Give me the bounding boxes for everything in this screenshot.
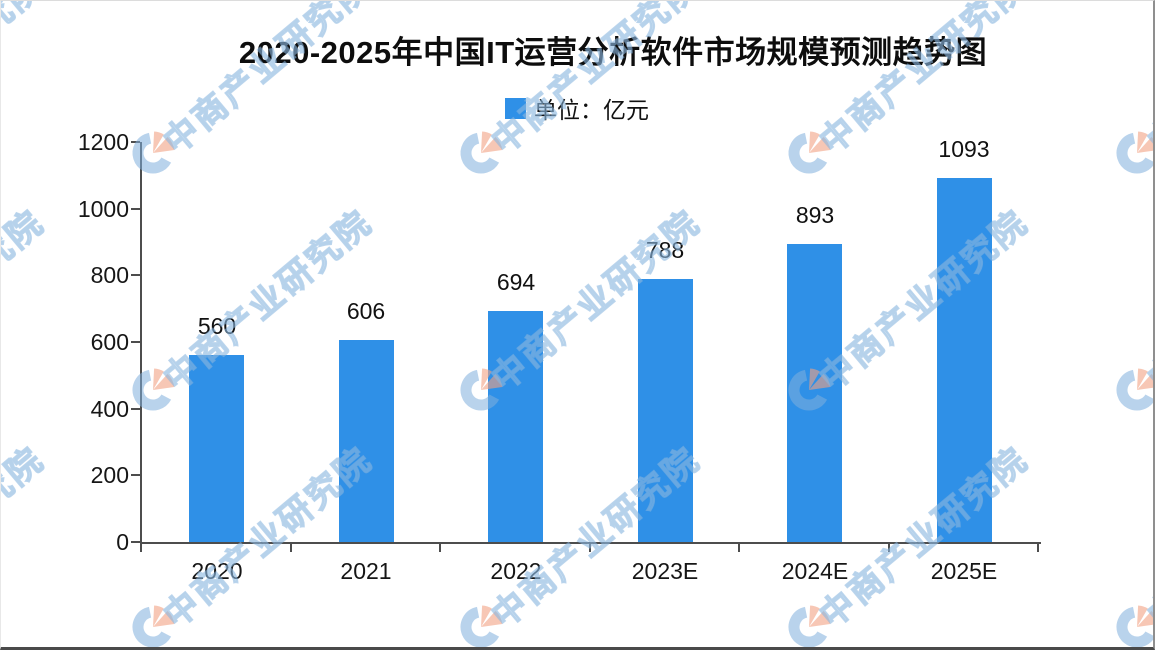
legend-swatch xyxy=(505,97,526,119)
bar-value-label: 788 xyxy=(645,237,685,263)
bar-value-label: 694 xyxy=(496,269,536,295)
plot-area: 0 200 400 600 800 1000 1200 560 2020 606 2021 694 20… xyxy=(1,1,1153,647)
y-axis-label: 0 xyxy=(116,529,129,555)
y-axis-label: 1000 xyxy=(77,195,129,222)
x-axis-tick xyxy=(1037,544,1039,552)
x-axis-tick xyxy=(140,544,142,552)
bar-2025E xyxy=(937,178,992,542)
x-axis-tick xyxy=(439,544,441,552)
y-axis-tick xyxy=(131,341,140,343)
bar-value-label: 893 xyxy=(795,202,835,228)
x-axis-tick xyxy=(738,544,740,552)
chart-title: 2020-2025年中国IT运营分析软件市场规模预测趋势图 xyxy=(238,35,988,70)
bar-2023E xyxy=(638,279,693,542)
y-axis-label: 1200 xyxy=(77,129,129,155)
y-axis-line xyxy=(140,142,142,544)
bar-2020 xyxy=(189,355,244,542)
y-axis-label: 400 xyxy=(90,395,129,422)
x-axis-tick xyxy=(887,544,890,552)
y-axis-tick xyxy=(131,407,140,410)
y-axis-label: 600 xyxy=(90,329,129,355)
x-axis-tick xyxy=(588,544,591,552)
x-axis-label: 2021 xyxy=(340,558,392,584)
legend: 单位：亿元 xyxy=(505,91,649,125)
x-axis-label: 2022 xyxy=(490,558,542,584)
x-axis-label: 2023E xyxy=(631,558,699,584)
y-axis-label: 200 xyxy=(90,462,129,489)
bar-2022 xyxy=(488,311,543,542)
x-axis-label: 2024E xyxy=(781,558,849,584)
legend-label: 单位：亿元 xyxy=(534,97,649,123)
y-axis-tick xyxy=(131,541,140,543)
bar-2024E xyxy=(787,244,842,542)
y-axis-label: 800 xyxy=(90,262,129,289)
y-axis-tick xyxy=(131,274,140,277)
x-axis-label: 2020 xyxy=(191,558,243,584)
y-axis-tick xyxy=(131,141,140,143)
y-axis-tick xyxy=(131,207,140,210)
bar-value-label: 606 xyxy=(346,298,386,324)
bar-2021 xyxy=(339,340,394,542)
x-axis-label: 2025E xyxy=(930,558,998,584)
bar-value-label: 560 xyxy=(197,313,237,339)
x-axis-tick xyxy=(289,544,292,552)
x-axis-line xyxy=(140,542,1041,544)
y-axis-tick xyxy=(131,474,140,477)
bar-value-label: 1093 xyxy=(938,136,990,162)
